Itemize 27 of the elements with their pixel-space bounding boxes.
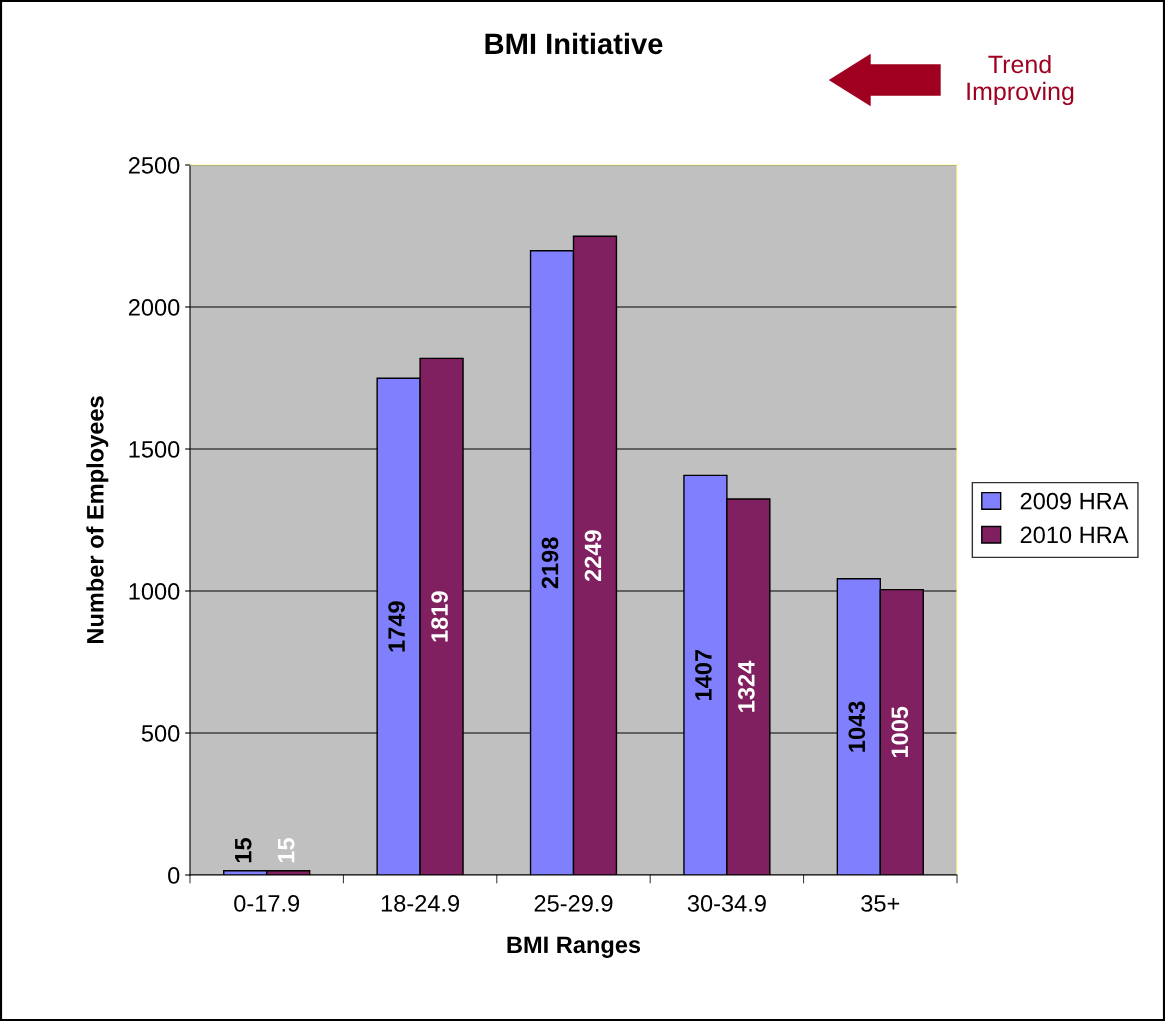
y-tick-label: 500 xyxy=(141,725,180,742)
y-tick-label: 2500 xyxy=(128,157,180,174)
y-axis-title: Number of Employees xyxy=(86,396,109,644)
y-tick-label: 1500 xyxy=(129,441,180,458)
data-label: 2198 xyxy=(541,537,559,589)
x-tick-label: 30-34.9 xyxy=(687,895,766,912)
x-axis-title: BMI Ranges xyxy=(507,936,641,958)
x-tick-label: 18-24.9 xyxy=(381,895,460,912)
legend-label: 2009 HRA xyxy=(1020,492,1129,510)
y-tick-label: 2000 xyxy=(128,299,180,316)
y-tick-label: 1000 xyxy=(129,583,180,600)
data-label: 15 xyxy=(235,838,252,863)
data-label: 1819 xyxy=(431,591,448,642)
text: Trend Improving xyxy=(967,54,1074,106)
data-label: 1324 xyxy=(737,660,755,712)
data-label: 1005 xyxy=(891,706,909,758)
data-label: 15 xyxy=(278,838,295,863)
data-label: 1749 xyxy=(388,601,405,652)
data-label: 1043 xyxy=(848,701,866,752)
x-tick-label: 35+ xyxy=(861,895,900,912)
x-tick-label: 25-29.9 xyxy=(534,895,613,912)
y-tick-label: 0 xyxy=(168,867,180,884)
data-label: 2249 xyxy=(584,530,602,582)
data-label: 1407 xyxy=(695,649,712,700)
chart-title: BMI Initiative xyxy=(485,32,663,55)
x-tick-label: 0-17.9 xyxy=(234,895,300,912)
legend-label: 2010 HRA xyxy=(1020,526,1129,544)
